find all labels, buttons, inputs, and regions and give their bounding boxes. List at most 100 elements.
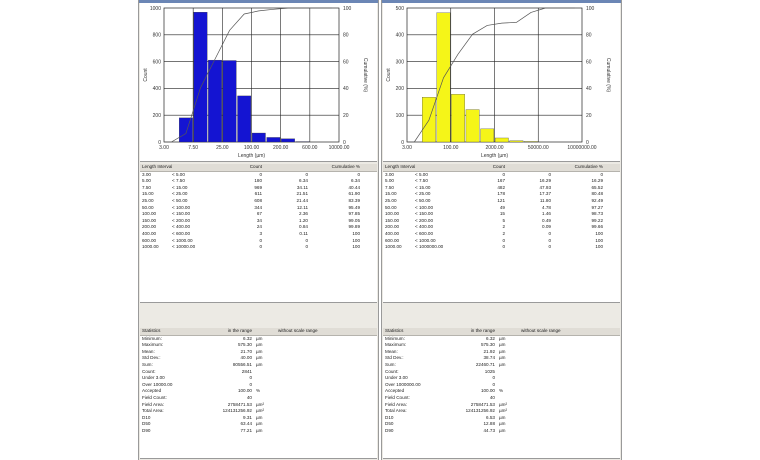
- interval-count: 0: [502, 244, 505, 250]
- interval-percent: 47.93: [539, 184, 552, 190]
- interval-from: 400.00: [385, 230, 400, 236]
- table-row[interactable]: 400.00 < 600.00 3 0.11 100: [140, 231, 377, 238]
- table-row[interactable]: 5.00 < 7.50 180 6.34 6.34: [140, 178, 377, 185]
- statistic-value: 40.00: [240, 355, 253, 361]
- table-row[interactable]: Field Area: 2758471.53 µm²: [383, 402, 620, 409]
- statistic-value: 0: [249, 375, 252, 381]
- y-tick-label: 200: [396, 86, 405, 92]
- x-tick-label: 600.00: [302, 145, 318, 151]
- table-row[interactable]: Under 3.00 0: [383, 375, 620, 382]
- interval-from: 100.00: [142, 211, 157, 217]
- interval-cumulative: 95.49: [348, 204, 361, 210]
- table-row[interactable]: 15.00 < 25.00 178 17.37 80.48: [383, 191, 620, 198]
- statistic-name: D10: [142, 414, 151, 420]
- table-row[interactable]: 150.00 < 200.00 5 0.49 99.22: [383, 218, 620, 225]
- interval-cumulative: 100: [595, 230, 603, 236]
- interval-count: 0: [502, 237, 505, 243]
- table-row[interactable]: 100.00 < 150.00 15 1.46 98.73: [383, 211, 620, 218]
- statistic-value: 77.21: [240, 427, 253, 433]
- table-row[interactable]: 15.00 < 25.00 611 21.51 61.90: [140, 191, 377, 198]
- length-intervals-table[interactable]: Length Intervals (µm) Count Cumulative % 3…: [140, 164, 377, 303]
- statistic-unit: %: [256, 388, 261, 394]
- statistic-value: 12.88: [483, 421, 496, 427]
- table-row[interactable]: Mean: 21.92 µm: [383, 349, 620, 356]
- table-row[interactable]: D50 12.88 µm: [383, 421, 620, 428]
- y-tick-label: 0: [401, 140, 404, 146]
- table-row[interactable]: D50 63.44 µm: [140, 421, 377, 428]
- table-row[interactable]: D90 77.21 µm: [140, 428, 377, 435]
- interval-count: 0: [259, 244, 262, 250]
- table-row[interactable]: 1000.00 < 10000.00 0 0 100: [140, 244, 377, 251]
- table-row[interactable]: 5.00 < 7.50 167 16.29 16.29: [383, 178, 620, 185]
- interval-to: < 50.00: [415, 197, 431, 203]
- table-row[interactable]: Maximum: 575.30 µm: [140, 342, 377, 349]
- table-row[interactable]: 50.00 < 100.00 344 12.11 95.49: [140, 205, 377, 212]
- table-row[interactable]: 200.00 < 400.00 24 0.84 99.89: [140, 224, 377, 231]
- table-row[interactable]: Field Count: 40: [140, 395, 377, 402]
- interval-percent: 0: [548, 230, 551, 236]
- table-row[interactable]: Std Dev.: 38.74 µm: [383, 355, 620, 362]
- statistic-value: 40: [246, 394, 252, 400]
- table-row[interactable]: D90 44.73 µm: [383, 428, 620, 435]
- table-row[interactable]: 100.00 < 150.00 67 2.36 97.85: [140, 211, 377, 218]
- interval-count: 34: [256, 217, 262, 223]
- table-row[interactable]: 25.00 < 50.00 121 11.80 92.49: [383, 198, 620, 205]
- header-length-intervals: Length Intervals (µm): [142, 164, 172, 169]
- statistics-table[interactable]: Statistics in the range without scale rang…: [140, 328, 377, 459]
- interval-percent: 0.84: [299, 224, 308, 230]
- table-row[interactable]: D10 9.31 µm: [140, 415, 377, 422]
- table-row[interactable]: 3.00 < 5.00 0 0 0: [383, 172, 620, 179]
- interval-percent: 0.09: [542, 224, 551, 230]
- histogram-bar: [179, 117, 193, 143]
- table-row[interactable]: 150.00 < 200.00 34 1.20 99.05: [140, 218, 377, 225]
- table-row[interactable]: Total Area: 124131256.92 µm²: [140, 408, 377, 415]
- statistic-name: Maximum:: [142, 342, 164, 348]
- table-row[interactable]: Under 3.00 0: [140, 375, 377, 382]
- table-row[interactable]: 400.00 < 600.00 2 0 100: [383, 231, 620, 238]
- interval-to: < 1000000.00: [415, 244, 444, 250]
- statistic-name: Count:: [142, 368, 156, 374]
- table-row[interactable]: Over 10000.00 0: [140, 382, 377, 389]
- table-row[interactable]: Sum: 22460.71 µm: [383, 362, 620, 369]
- interval-percent: 6.34: [299, 178, 308, 184]
- table-row[interactable]: Maximum: 575.30 µm: [383, 342, 620, 349]
- table-row[interactable]: 7.50 < 15.00 482 47.93 65.52: [383, 185, 620, 192]
- x-tick-label: 100.00: [244, 145, 260, 151]
- table-row[interactable]: Field Count: 40: [383, 395, 620, 402]
- table-row[interactable]: 50.00 < 100.00 49 4.78 97.27: [383, 205, 620, 212]
- interval-percent: 11.80: [539, 197, 551, 203]
- table-row[interactable]: 1000.00 < 1000000.00 0 0 100: [383, 244, 620, 251]
- table-row[interactable]: Accepted 100.00%: [140, 388, 377, 395]
- interval-cumulative: 100: [352, 230, 360, 236]
- table-row[interactable]: 600.00 < 1000.00 0 0 100: [140, 238, 377, 245]
- table-row[interactable]: 7.50 < 15.00 969 34.11 40.44: [140, 185, 377, 192]
- statistics-table[interactable]: Statistics in the range without scale rang…: [383, 328, 620, 459]
- table-row[interactable]: 600.00 < 1000.00 0 0 100: [383, 238, 620, 245]
- table-row[interactable]: Minimum: 6.32 µm: [140, 336, 377, 343]
- histogram-bar: [237, 95, 252, 143]
- table-row[interactable]: Count: 1025: [383, 369, 620, 376]
- statistic-unit: µm: [256, 355, 263, 361]
- table-row[interactable]: D10 6.53 µm: [383, 415, 620, 422]
- y2-tick-label: 80: [343, 33, 349, 39]
- length-intervals-table[interactable]: Length Intervals (µm) Count Cumulative % 3…: [383, 164, 620, 303]
- table-row[interactable]: 25.00 < 50.00 608 21.44 83.39: [140, 198, 377, 205]
- table-row[interactable]: Total Area: 124131256.92 µm²: [383, 408, 620, 415]
- table-row[interactable]: Accepted 100.00%: [383, 388, 620, 395]
- table-row[interactable]: Over 1000000.00 0: [383, 382, 620, 389]
- statistic-name: D90: [142, 427, 151, 433]
- interval-percent: 1.46: [542, 211, 551, 217]
- table-row[interactable]: Minimum: 6.32 µm: [383, 336, 620, 343]
- table-row[interactable]: Field Area: 2758471.53 µm²: [140, 402, 377, 409]
- header-in-range: in the range: [470, 328, 495, 333]
- table-row[interactable]: 3.00 < 5.00 0 0 0: [140, 172, 377, 179]
- table-row[interactable]: Sum: 80556.51 µm: [140, 362, 377, 369]
- table-row[interactable]: Mean: 21.70 µm: [140, 349, 377, 356]
- statistic-value: 2758471.53: [227, 401, 252, 407]
- statistic-unit: µm: [499, 427, 506, 433]
- statistic-name: Maximum:: [385, 342, 407, 348]
- table-row[interactable]: 200.00 < 400.00 2 0.09 99.66: [383, 224, 620, 231]
- table-row[interactable]: Count: 2841: [140, 369, 377, 376]
- table-row[interactable]: Std Dev.: 40.00 µm: [140, 355, 377, 362]
- interval-cumulative: 83.39: [348, 197, 361, 203]
